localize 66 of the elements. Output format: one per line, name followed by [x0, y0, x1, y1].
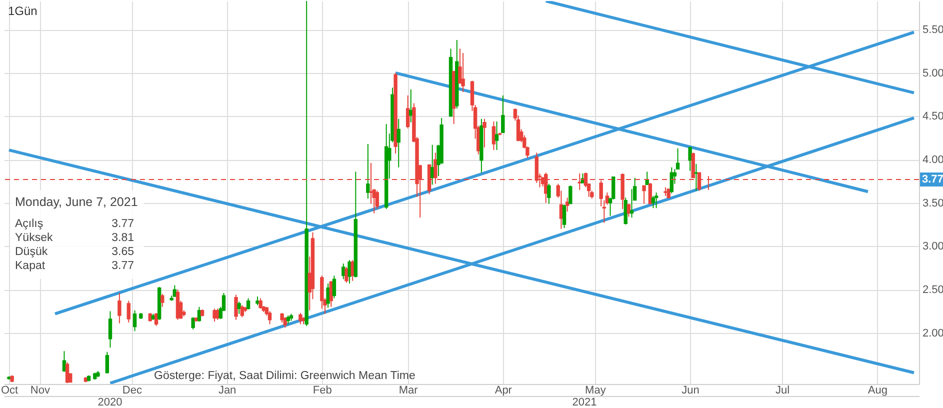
candlestick	[118, 292, 122, 324]
x-tick-label: May	[585, 384, 606, 396]
annotation: Düşük	[15, 245, 48, 259]
candlestick	[670, 166, 674, 194]
candlestick	[648, 182, 652, 206]
candlestick	[212, 308, 216, 322]
candlestick	[492, 120, 496, 151]
candlestick	[568, 185, 572, 204]
candlestick	[688, 146, 692, 172]
candlestick	[234, 294, 238, 320]
x-tick-label: Dec	[122, 384, 142, 396]
annotation: Kapat	[15, 259, 46, 273]
candlestick	[482, 118, 486, 148]
candlestick	[258, 298, 262, 310]
candlestick	[562, 204, 566, 229]
annotation: 3.81	[112, 231, 134, 245]
candlestick	[666, 188, 670, 200]
annotation: Monday, June 7, 2021	[14, 195, 139, 211]
candlestick	[132, 310, 137, 332]
candlestick	[396, 118, 400, 168]
candlestick	[172, 284, 177, 297]
candlestick	[494, 120, 499, 151]
candlestick	[461, 52, 465, 92]
candlestick	[191, 316, 195, 330]
candlestick	[501, 94, 505, 134]
candlestick	[602, 200, 606, 224]
candlestick	[375, 190, 379, 210]
x-tick-label: Oct	[0, 384, 18, 396]
candlestick	[642, 185, 646, 204]
candlestick	[246, 298, 250, 310]
candlestick	[694, 163, 698, 192]
candlestick	[160, 293, 164, 308]
x-tick-label: Mar	[398, 384, 418, 396]
candlestick	[565, 197, 570, 212]
candlestick	[406, 94, 410, 129]
candlestick	[240, 304, 244, 318]
annotation: 3.77	[112, 217, 134, 231]
ref-line-label: 3.77	[922, 174, 943, 186]
annotation: Gösterge: Fiyat, Saat Dilimi: Greenwich Mean Time	[154, 370, 416, 382]
candlestick	[237, 301, 241, 314]
chart-title: 1Gün	[8, 4, 38, 18]
candlestick	[624, 197, 628, 226]
x-tick-label: Feb	[312, 384, 332, 396]
candlestick	[366, 143, 370, 200]
candlestick	[268, 310, 272, 325]
candlestick	[126, 300, 130, 323]
annotation: Yüksek	[15, 231, 53, 245]
x2-tick-label: 2021	[572, 396, 597, 408]
annotation: 3.77	[112, 259, 134, 273]
annotation: Açılış	[15, 217, 44, 231]
candlestick	[326, 282, 330, 308]
x-tick-label: Aug	[868, 384, 888, 396]
x-tick-label: Jan	[218, 384, 236, 396]
candlestick	[350, 260, 354, 282]
x-tick-label: Nov	[30, 384, 50, 396]
x2-tick-label: 2020	[98, 396, 122, 408]
candlestick	[108, 310, 112, 348]
candlestick	[105, 351, 110, 374]
candlestick	[298, 312, 302, 325]
candlestick	[332, 275, 336, 299]
x-tick-label: Apr	[494, 384, 512, 396]
x-tick-label: Jul	[776, 384, 790, 396]
x-tick-label: Jun	[682, 384, 700, 396]
candlestick	[547, 183, 551, 204]
annotation: 3.65	[112, 245, 134, 259]
candlestick	[654, 192, 658, 209]
